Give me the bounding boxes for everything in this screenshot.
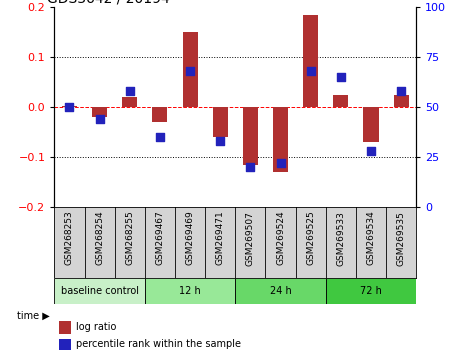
Text: baseline control: baseline control [61, 286, 139, 296]
Bar [235, 278, 326, 304]
Bar [59, 339, 71, 349]
Text: 12 h: 12 h [179, 286, 201, 296]
Text: log ratio: log ratio [76, 322, 116, 332]
Text: time ▶: time ▶ [17, 311, 50, 321]
Bar [54, 278, 145, 304]
Point [96, 116, 104, 122]
Bar [122, 97, 137, 107]
Point [367, 148, 375, 154]
Text: GSM269507: GSM269507 [246, 211, 255, 266]
Point [126, 88, 133, 94]
Text: GSM269535: GSM269535 [397, 211, 406, 266]
Point [217, 138, 224, 144]
Bar [213, 107, 228, 137]
Text: GSM269471: GSM269471 [216, 211, 225, 266]
Point [397, 88, 405, 94]
Text: GSM269467: GSM269467 [156, 211, 165, 266]
Text: GDS3642 / 20194: GDS3642 / 20194 [47, 0, 170, 6]
Text: GSM269533: GSM269533 [336, 211, 345, 266]
Point [307, 68, 315, 74]
Point [66, 104, 73, 110]
Bar [243, 107, 258, 165]
Point [246, 164, 254, 170]
Bar [326, 278, 416, 304]
Text: GSM268255: GSM268255 [125, 211, 134, 266]
Bar [62, 106, 77, 107]
Bar [145, 278, 235, 304]
Text: GSM269524: GSM269524 [276, 211, 285, 265]
Bar [152, 107, 167, 122]
Bar [394, 95, 409, 107]
Bar [303, 15, 318, 107]
Bar [92, 107, 107, 117]
Text: percentile rank within the sample: percentile rank within the sample [76, 339, 241, 349]
Bar [183, 32, 198, 107]
Text: 72 h: 72 h [360, 286, 382, 296]
Bar [363, 107, 378, 142]
Text: GSM269534: GSM269534 [367, 211, 376, 266]
Bar [333, 95, 349, 107]
Point [277, 160, 284, 166]
Text: 24 h: 24 h [270, 286, 291, 296]
Text: GSM268253: GSM268253 [65, 211, 74, 266]
Bar [273, 107, 288, 172]
Text: GSM268254: GSM268254 [95, 211, 104, 265]
Text: GSM269469: GSM269469 [185, 211, 194, 266]
Point [337, 74, 345, 80]
Point [156, 134, 164, 140]
Point [186, 68, 194, 74]
Bar [59, 321, 71, 334]
Text: GSM269525: GSM269525 [306, 211, 315, 266]
